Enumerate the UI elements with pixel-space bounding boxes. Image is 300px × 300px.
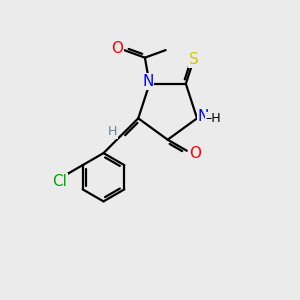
Text: N: N (142, 74, 154, 89)
Text: –H: –H (206, 112, 221, 125)
Text: N: N (198, 110, 209, 124)
Text: O: O (189, 146, 201, 161)
Text: S: S (189, 52, 199, 67)
Text: O: O (111, 41, 123, 56)
Text: H: H (108, 125, 117, 138)
Text: Cl: Cl (52, 174, 68, 189)
